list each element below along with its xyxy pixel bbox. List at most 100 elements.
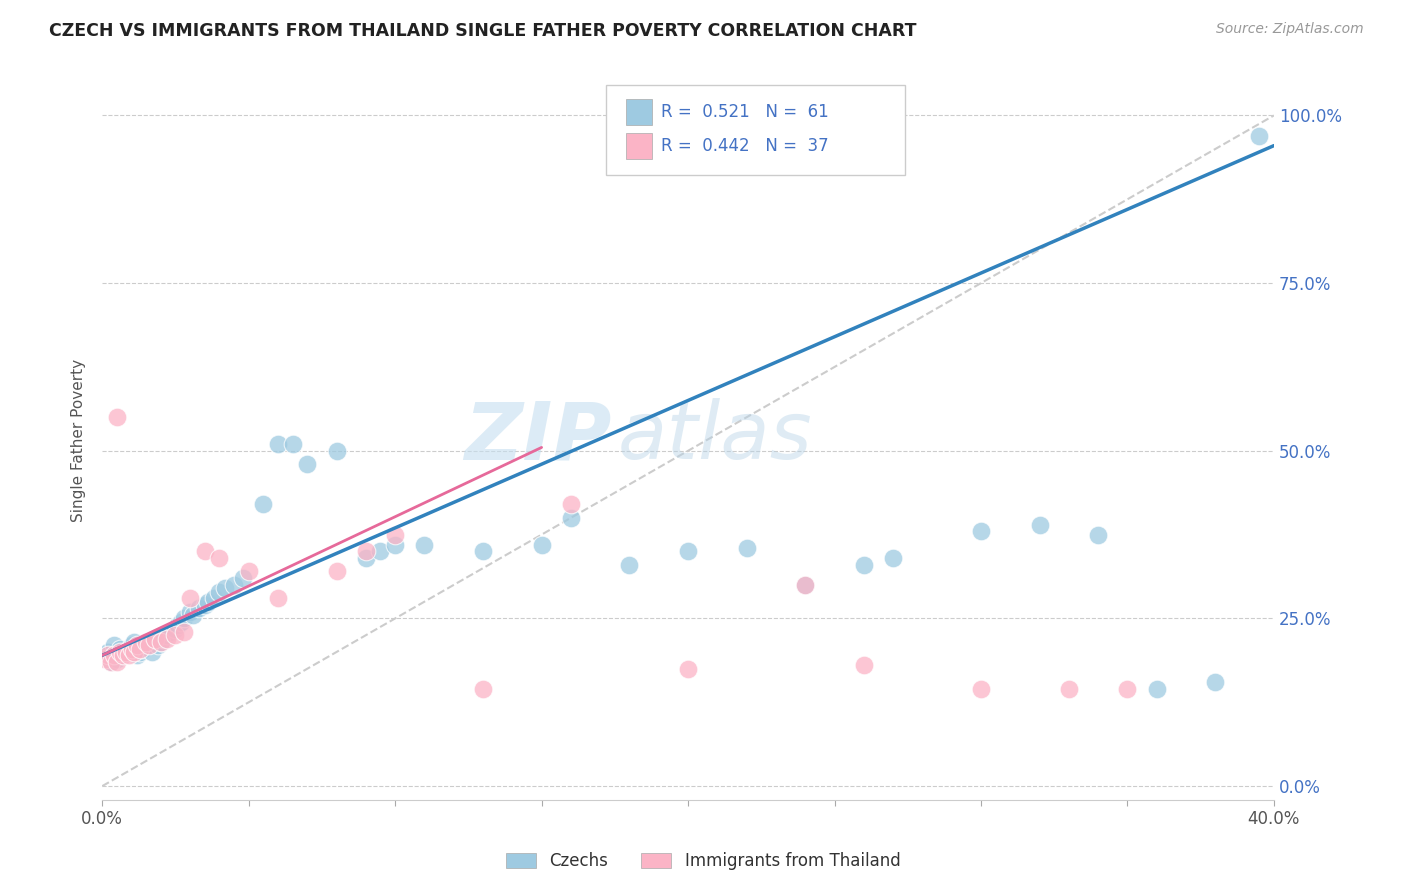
Text: atlas: atlas — [617, 398, 813, 476]
Point — [194, 544, 217, 558]
Point — [117, 648, 139, 663]
Legend: Czechs, Immigrants from Thailand: Czechs, Immigrants from Thailand — [499, 846, 907, 877]
Point — [852, 658, 875, 673]
Point — [325, 443, 347, 458]
Point — [252, 497, 274, 511]
Text: Source: ZipAtlas.com: Source: ZipAtlas.com — [1216, 22, 1364, 37]
Point — [472, 544, 495, 558]
Point — [156, 632, 179, 646]
Point — [173, 611, 195, 625]
Point — [222, 578, 245, 592]
Point — [167, 618, 190, 632]
Point — [187, 601, 209, 615]
Point — [370, 544, 392, 558]
Point — [325, 565, 347, 579]
Y-axis label: Single Father Poverty: Single Father Poverty — [72, 359, 86, 523]
Point — [103, 638, 125, 652]
Point — [124, 635, 146, 649]
Point — [1146, 681, 1168, 696]
Point — [111, 648, 134, 663]
Point — [297, 457, 319, 471]
Text: R =  0.442   N =  37: R = 0.442 N = 37 — [661, 136, 828, 155]
Point — [129, 645, 152, 659]
Point — [103, 648, 125, 663]
Point — [1057, 681, 1080, 696]
Point — [97, 648, 120, 663]
Point — [94, 648, 117, 663]
Point — [143, 632, 166, 646]
Point — [560, 497, 582, 511]
Point — [97, 645, 120, 659]
Point — [676, 544, 699, 558]
Text: CZECH VS IMMIGRANTS FROM THAILAND SINGLE FATHER POVERTY CORRELATION CHART: CZECH VS IMMIGRANTS FROM THAILAND SINGLE… — [49, 22, 917, 40]
Point — [208, 551, 231, 566]
Point — [159, 624, 181, 639]
Point — [384, 538, 406, 552]
Point — [794, 578, 817, 592]
Point — [156, 628, 179, 642]
Point — [735, 541, 758, 555]
Point — [143, 632, 166, 646]
Point — [127, 638, 149, 652]
Point — [146, 638, 169, 652]
Point — [194, 598, 217, 612]
Point — [114, 645, 136, 659]
Point — [560, 511, 582, 525]
Point — [100, 655, 122, 669]
Point — [354, 544, 377, 558]
Point — [852, 558, 875, 572]
Point — [149, 635, 172, 649]
Point — [127, 648, 149, 663]
Point — [1204, 675, 1226, 690]
Point — [619, 558, 641, 572]
Point — [472, 681, 495, 696]
Point — [970, 681, 993, 696]
Point — [238, 565, 260, 579]
Point — [179, 591, 201, 606]
Point — [105, 655, 128, 669]
Point — [117, 641, 139, 656]
Point — [267, 437, 290, 451]
Point — [208, 584, 231, 599]
Point — [108, 641, 131, 656]
Point — [197, 595, 219, 609]
Point — [170, 615, 193, 629]
FancyBboxPatch shape — [606, 86, 905, 175]
Point — [105, 651, 128, 665]
FancyBboxPatch shape — [626, 99, 652, 125]
Point — [132, 641, 155, 656]
Point — [152, 632, 174, 646]
Point — [149, 635, 172, 649]
Point — [676, 662, 699, 676]
Point — [121, 638, 143, 652]
Point — [202, 591, 225, 606]
Point — [1249, 128, 1271, 143]
Point — [882, 551, 904, 566]
Point — [135, 638, 157, 652]
Point — [138, 635, 160, 649]
Point — [281, 437, 304, 451]
Point — [94, 651, 117, 665]
Point — [114, 645, 136, 659]
Point — [129, 641, 152, 656]
Point — [179, 605, 201, 619]
Point — [105, 410, 128, 425]
Point — [214, 581, 236, 595]
Point — [413, 538, 436, 552]
FancyBboxPatch shape — [626, 133, 652, 159]
Point — [970, 524, 993, 539]
Point — [165, 622, 187, 636]
Point — [121, 641, 143, 656]
Point — [165, 628, 187, 642]
Point — [138, 638, 160, 652]
Point — [232, 571, 254, 585]
Point — [135, 635, 157, 649]
Point — [100, 655, 122, 669]
Point — [794, 578, 817, 592]
Point — [1116, 681, 1139, 696]
Point — [354, 551, 377, 566]
Point — [267, 591, 290, 606]
Point — [1087, 527, 1109, 541]
Point — [173, 624, 195, 639]
Point — [181, 608, 204, 623]
